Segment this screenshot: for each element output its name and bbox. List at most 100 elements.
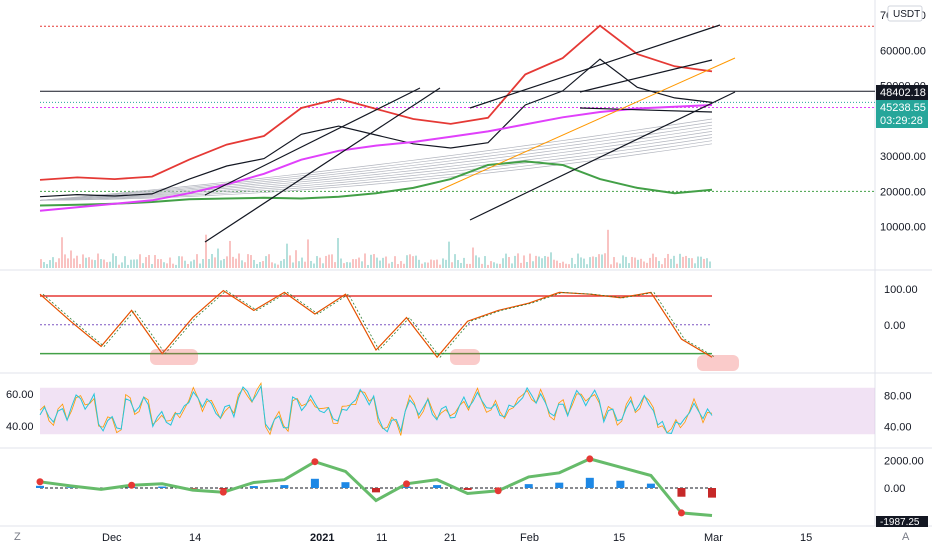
momentum-bar	[555, 482, 564, 488]
volume-bar	[469, 263, 471, 268]
volume-bar	[301, 257, 303, 268]
rsi-left-tick: 40.00	[6, 421, 34, 433]
volume-bar	[268, 254, 270, 268]
volume-bar	[73, 258, 75, 268]
volume-bar	[499, 263, 501, 268]
volume-bar	[247, 254, 249, 268]
volume-bar	[319, 257, 321, 268]
volume-bar	[274, 263, 276, 268]
auto-scale-corner-icon[interactable]: A	[902, 531, 910, 543]
volume-bar	[706, 258, 708, 268]
volume-bar	[373, 254, 375, 268]
volume-bar	[58, 258, 60, 268]
volume-bar	[559, 263, 561, 268]
x-axis-tick: 11	[376, 532, 387, 544]
volume-bar	[79, 264, 81, 268]
volume-bar	[604, 253, 606, 268]
bottom-clip-value: -1987.25	[880, 517, 920, 528]
volume-bar	[157, 259, 159, 268]
volume-bar	[211, 254, 213, 268]
volume-bar	[607, 229, 609, 268]
volume-bar	[244, 262, 246, 268]
momentum-dot	[403, 480, 411, 488]
volume-bar	[145, 257, 147, 268]
volume-bar	[55, 262, 57, 268]
volume-bar	[385, 256, 387, 268]
momentum-bar	[249, 486, 258, 488]
volume-bar	[625, 256, 627, 268]
momentum-dot	[128, 481, 136, 489]
volume-bar	[151, 264, 153, 268]
trend-channel-line	[579, 59, 713, 93]
volume-bar	[262, 261, 264, 268]
volume-bar	[421, 263, 423, 268]
volume-bar	[367, 264, 369, 268]
volume-bar	[91, 259, 93, 268]
volume-bar	[136, 259, 138, 268]
momentum-bar	[341, 482, 350, 488]
volume-bar	[403, 263, 405, 268]
volume-bar	[610, 264, 612, 268]
oversold-highlight	[150, 349, 198, 365]
volume-bar	[172, 263, 174, 268]
volume-bar	[142, 263, 144, 268]
volume-bar	[649, 257, 651, 268]
trend-median-line	[439, 57, 736, 191]
volume-bar	[217, 248, 219, 268]
trend-channels[interactable]	[204, 24, 736, 243]
volume-bar	[415, 255, 417, 268]
volume-bar	[250, 255, 252, 268]
volume-bar	[280, 260, 282, 268]
volume-bar	[601, 254, 603, 268]
x-axis-ticks: Dec 14 2021 11 21 Feb 15 Mar 15	[102, 532, 812, 544]
volume-bar	[580, 257, 582, 268]
volume-bar	[481, 263, 483, 268]
volume-bar	[316, 256, 318, 268]
volume-bar	[436, 259, 438, 268]
volume-bar	[286, 243, 288, 268]
x-axis-tick: Dec	[102, 532, 122, 544]
volume-bar	[277, 264, 279, 268]
volume-bars	[40, 229, 711, 268]
momentum-dot	[586, 455, 594, 463]
volume-bar	[535, 255, 537, 268]
volume-bar	[628, 263, 630, 268]
volume-bar	[646, 262, 648, 268]
volume-bar	[361, 261, 363, 268]
volume-bar	[328, 254, 330, 268]
momentum-y-tick: 0.00	[884, 483, 905, 495]
ribbon-ma-line	[39, 121, 713, 201]
timezone-corner-icon[interactable]: Z	[14, 531, 21, 543]
volume-bar	[697, 256, 699, 268]
x-axis-tick: 2021	[310, 532, 334, 544]
volume-bar	[382, 257, 384, 268]
volume-bar	[43, 262, 45, 268]
volume-bar	[265, 256, 267, 268]
volume-bar	[463, 257, 465, 268]
countdown-value: 03:29:28	[880, 115, 923, 127]
x-axis-tick: 15	[800, 532, 812, 544]
volume-bar	[685, 255, 687, 268]
volume-bar	[541, 258, 543, 268]
volume-bar	[661, 264, 663, 268]
volume-bar	[163, 262, 165, 268]
volume-bar	[520, 262, 522, 268]
volume-bar	[340, 258, 342, 268]
volume-bar	[466, 263, 468, 268]
volume-bar	[619, 263, 621, 268]
bottom-clip-tag: -1987.25	[876, 516, 928, 528]
momentum-bar	[372, 488, 380, 493]
volume-bar	[622, 255, 624, 268]
unit-badge[interactable]: USDT	[887, 5, 923, 22]
volume-bar	[259, 261, 261, 268]
volume-bar	[313, 263, 315, 268]
volume-bar	[124, 256, 126, 268]
pane-frame	[0, 0, 932, 527]
momentum-dot	[219, 488, 227, 496]
volume-bar	[508, 257, 510, 268]
volume-bar	[82, 254, 84, 268]
volume-bar	[406, 255, 408, 268]
price-series-line	[39, 58, 713, 198]
